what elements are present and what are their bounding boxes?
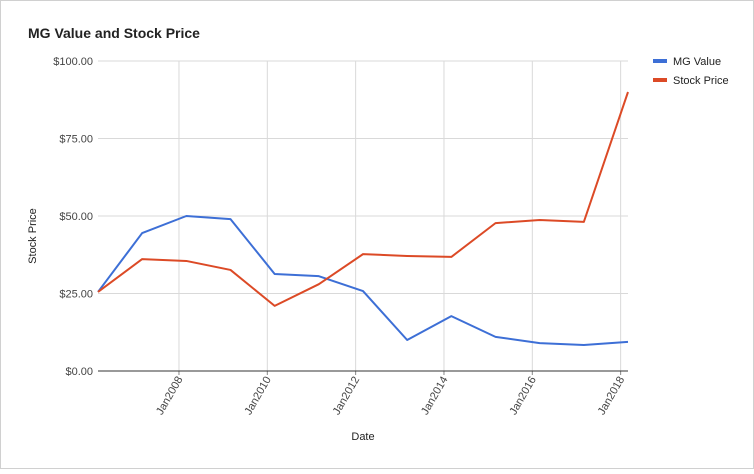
legend-label: MG Value: [673, 56, 721, 68]
series-line: [97, 91, 629, 307]
y-axis-title: Stock Price: [27, 208, 39, 264]
y-tick-label: $0.00: [65, 366, 93, 378]
chart-title: MG Value and Stock Price: [28, 25, 200, 41]
y-tick-label: $100.00: [53, 56, 93, 68]
x-axis-title: Date: [351, 431, 374, 443]
y-tick-label: $25.00: [59, 289, 93, 301]
legend-swatch: [653, 78, 667, 82]
y-tick-label: $75.00: [59, 134, 93, 146]
legend-label: Stock Price: [673, 75, 729, 87]
y-tick-label: $50.00: [59, 211, 93, 223]
series-line: [97, 215, 629, 346]
legend-swatch: [653, 59, 667, 63]
